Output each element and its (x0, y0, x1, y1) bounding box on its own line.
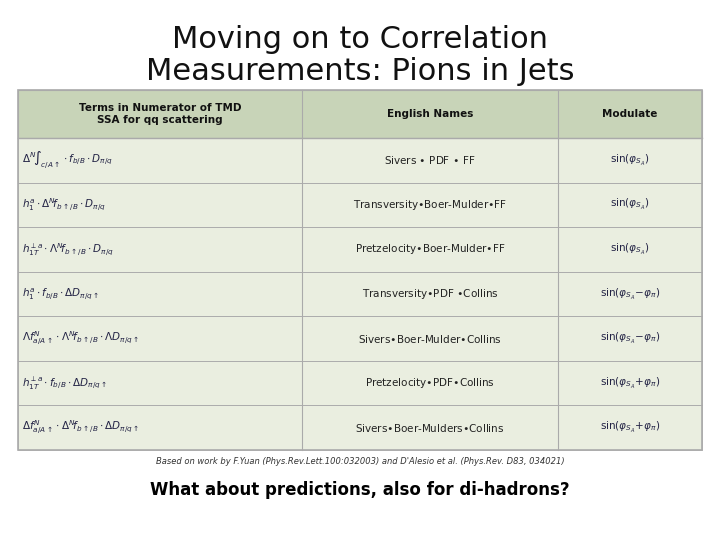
Text: $\sin(\varphi_{S_A})$: $\sin(\varphi_{S_A})$ (611, 197, 650, 212)
Text: $\sin(\varphi_{S_A})$: $\sin(\varphi_{S_A})$ (611, 242, 650, 257)
Text: $\Delta f_{a/A\uparrow}^N \cdot \Delta^N\!f_{b\uparrow/B} \cdot \Delta D_{\pi/q\: $\Delta f_{a/A\uparrow}^N \cdot \Delta^N… (22, 418, 139, 437)
Text: $\sin(\varphi_{S_A})$: $\sin(\varphi_{S_A})$ (611, 153, 650, 168)
Text: Transversity$\bullet$Boer-Mulder$\bullet$FF: Transversity$\bullet$Boer-Mulder$\bullet… (353, 198, 507, 212)
Bar (18, 316, 702, 361)
Text: Sivers$\bullet$Boer-Mulders$\bullet$Collins: Sivers$\bullet$Boer-Mulders$\bullet$Coll… (356, 422, 505, 434)
Text: $\Lambda f_{a/A\uparrow}^N \cdot \Lambda^N\!f_{b\uparrow/B} \cdot \Lambda D_{\pi: $\Lambda f_{a/A\uparrow}^N \cdot \Lambda… (22, 329, 139, 348)
Text: $\sin(\varphi_{S_A}\!-\!\varphi_\pi)$: $\sin(\varphi_{S_A}\!-\!\varphi_\pi)$ (600, 331, 660, 346)
Text: $h_1^a \cdot f_{b/B} \cdot \Delta D_{\pi/q\uparrow}$: $h_1^a \cdot f_{b/B} \cdot \Delta D_{\pi… (22, 286, 99, 302)
Text: Sivers $\bullet$ PDF $\bullet$ FF: Sivers $\bullet$ PDF $\bullet$ FF (384, 154, 476, 166)
Bar (18, 406, 702, 450)
Bar (18, 361, 702, 406)
Text: English Names: English Names (387, 109, 473, 119)
Text: $\sin(\varphi_{S_A}\!+\!\varphi_\pi)$: $\sin(\varphi_{S_A}\!+\!\varphi_\pi)$ (600, 420, 660, 435)
Bar (18, 90, 702, 138)
Text: Pretzelocity$\bullet$PDF$\bullet$Collins: Pretzelocity$\bullet$PDF$\bullet$Collins (365, 376, 495, 390)
Text: $\sin(\varphi_{S_A}\!-\!\varphi_\pi)$: $\sin(\varphi_{S_A}\!-\!\varphi_\pi)$ (600, 286, 660, 301)
Text: $h_{1T}^{\perp a} \cdot \Lambda^N\!f_{b\uparrow/B} \cdot D_{\pi/q}$: $h_{1T}^{\perp a} \cdot \Lambda^N\!f_{b\… (22, 241, 114, 258)
Text: $h_{1T}^{\perp a} \cdot f_{b/B} \cdot \Delta D_{\pi/q\uparrow}$: $h_{1T}^{\perp a} \cdot f_{b/B} \cdot \D… (22, 375, 107, 391)
Text: Measurements: Pions in Jets: Measurements: Pions in Jets (145, 57, 575, 86)
Text: Terms in Numerator of TMD
SSA for qq scattering: Terms in Numerator of TMD SSA for qq sca… (78, 103, 241, 125)
Bar (18, 227, 702, 272)
Text: Based on work by F.Yuan (Phys.Rev.Lett.100:032003) and D'Alesio et al. (Phys.Rev: Based on work by F.Yuan (Phys.Rev.Lett.1… (156, 457, 564, 467)
Text: $\Delta^N\!\int_{c/A\uparrow}\cdot f_{b/B}\cdot D_{\pi/q}$: $\Delta^N\!\int_{c/A\uparrow}\cdot f_{b/… (22, 150, 113, 171)
Text: What about predictions, also for di-hadrons?: What about predictions, also for di-hadr… (150, 481, 570, 499)
Text: Moving on to Correlation: Moving on to Correlation (172, 25, 548, 55)
Text: Pretzelocity$\bullet$Boer-Mulder$\bullet$FF: Pretzelocity$\bullet$Boer-Mulder$\bullet… (355, 242, 505, 256)
Text: $h_1^a \cdot \Delta^N\!f_{b\uparrow/B} \cdot D_{\pi/q}$: $h_1^a \cdot \Delta^N\!f_{b\uparrow/B} \… (22, 197, 106, 213)
Bar (18, 90, 702, 450)
Text: Modulate: Modulate (603, 109, 658, 119)
Text: Transversity$\bullet$PDF $\bullet$Collins: Transversity$\bullet$PDF $\bullet$Collin… (362, 287, 498, 301)
Bar (18, 138, 702, 183)
Text: $\sin(\varphi_{S_A}\!+\!\varphi_\pi)$: $\sin(\varphi_{S_A}\!+\!\varphi_\pi)$ (600, 376, 660, 390)
Bar (18, 272, 702, 316)
Bar (18, 183, 702, 227)
Text: Sivers$\bullet$Boer-Mulder$\bullet$Collins: Sivers$\bullet$Boer-Mulder$\bullet$Colli… (358, 333, 502, 345)
